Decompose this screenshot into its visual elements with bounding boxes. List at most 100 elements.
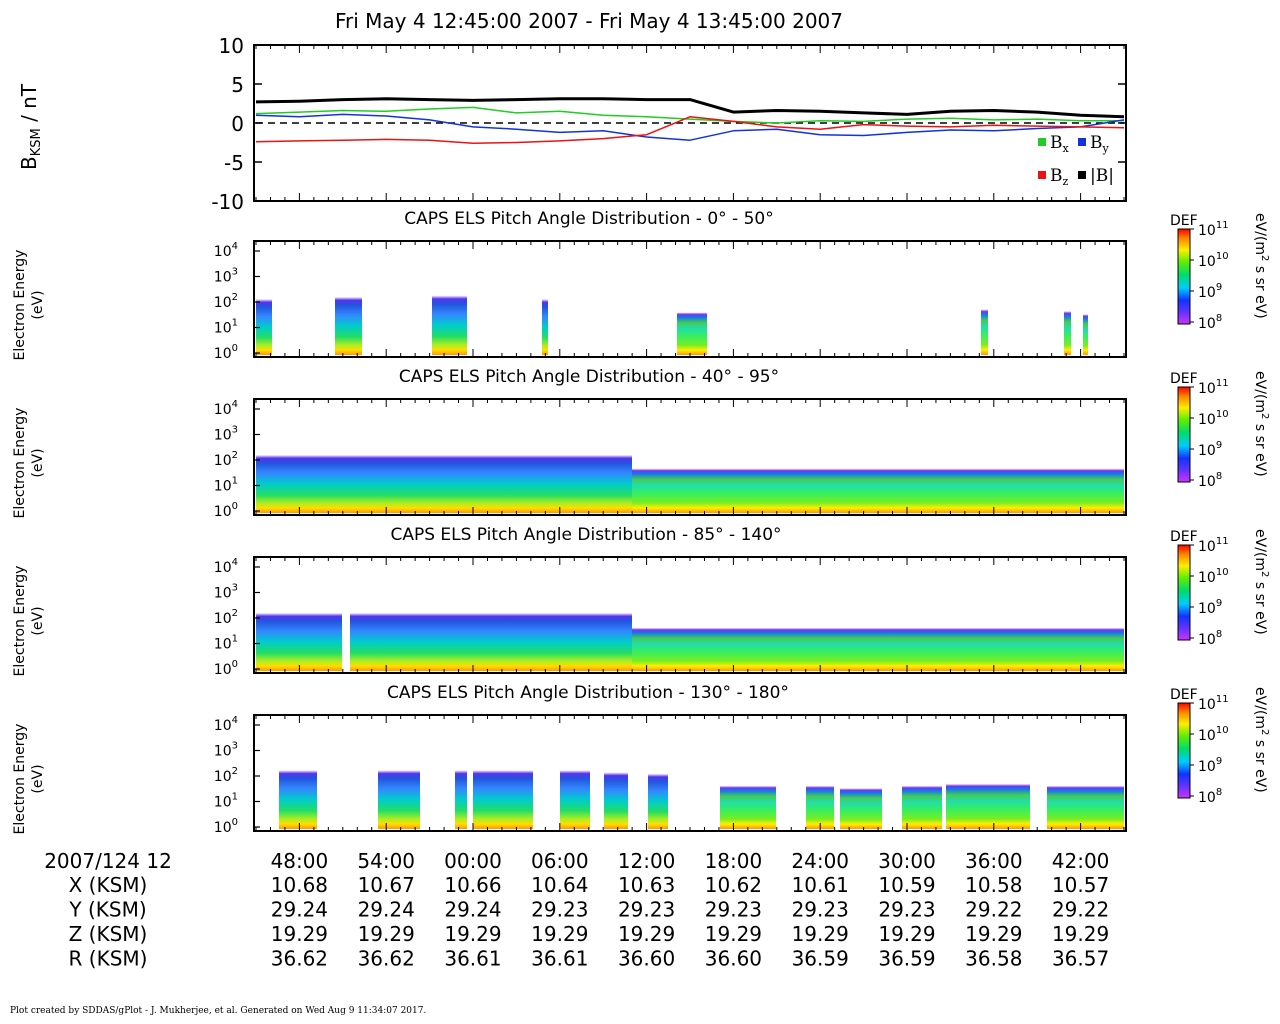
spectrogram-data-4 (279, 745, 1124, 829)
mag-legend: Bx By Bz |B| (1038, 133, 1114, 188)
spectrogram-y-label: Electron Energy (12, 566, 28, 677)
spectrogram-panel-2: CAPS ELS Pitch Angle Distribution - 40° … (253, 367, 1127, 516)
ephemeris-row-label: X (KSM) (69, 873, 148, 897)
spectrogram-block (946, 755, 1030, 829)
spectrogram-y-axis-1: 100 101 102 103 104 Electron Energy (eV) (12, 241, 260, 362)
colorbar-tick-label: 1010 (1198, 409, 1229, 428)
colorbar-tick-label: 1011 (1198, 378, 1229, 397)
ephemeris-value: 29.23 (792, 898, 849, 922)
spectrogram-block (256, 588, 342, 671)
spectrogram-y-label: Electron Energy (12, 250, 28, 361)
ephemeris-value: 36.60 (705, 947, 762, 971)
ephemeris-value: 29.23 (531, 898, 588, 922)
legend-bz-swatch (1038, 171, 1046, 179)
ephemeris-value: 36.59 (792, 947, 849, 971)
spectrogram-block (604, 748, 628, 829)
time-tick-label: 36:00 (965, 849, 1023, 873)
spectrogram-y-tick-label: 100 (214, 817, 238, 836)
spectrogram-y-axis-2: 100 101 102 103 104 Electron Energy (eV) (12, 399, 260, 520)
ephemeris-value: 10.61 (792, 873, 849, 897)
spectrogram-y-tick-label: 104 (214, 241, 238, 260)
plot-title: Fri May 4 12:45:00 2007 - Fri May 4 13:4… (335, 9, 843, 33)
spectrogram-panel-1: CAPS ELS Pitch Angle Distribution - 0° -… (253, 209, 1127, 358)
colorbar-tick-label: 109 (1198, 440, 1222, 459)
time-tick-label: 06:00 (531, 849, 589, 873)
spectrogram-y-unit: (eV) (30, 448, 46, 477)
spectrogram-block (256, 275, 272, 355)
spectrogram-title-4: CAPS ELS Pitch Angle Distribution - 130°… (387, 683, 789, 703)
legend-by-label: By (1090, 133, 1110, 155)
colorbar-gradient (1177, 544, 1191, 641)
mag-y-axis-label: BKSM / nT (17, 83, 44, 170)
mag-y-tick-label: 5 (231, 73, 244, 97)
ephemeris-value: 10.62 (705, 873, 762, 897)
spectrogram-block (542, 275, 548, 355)
bx-line (255, 106, 1124, 124)
spectrogram-y-tick-label: 103 (214, 583, 238, 602)
ephemeris-value: 19.29 (792, 922, 849, 946)
spectrogram-y-tick-label: 104 (214, 399, 238, 418)
spectrogram-panel-4: CAPS ELS Pitch Angle Distribution - 130°… (253, 683, 1127, 832)
ephemeris-row-label: R (KSM) (69, 947, 148, 971)
colorbar-gradient (1177, 702, 1191, 799)
ephemeris-value: 19.29 (444, 922, 501, 946)
bmag-line (255, 97, 1125, 119)
spectrogram-block (632, 440, 1124, 513)
ephemeris-value: 10.67 (358, 873, 415, 897)
spectrogram-block (256, 430, 632, 513)
time-tick-label: 00:00 (444, 849, 502, 873)
bz-line (255, 116, 1125, 145)
footer-credit: Plot created by SDDAS/gPlot - J. Mukherj… (10, 1006, 427, 1016)
time-tick-label: 12:00 (618, 849, 676, 873)
spectrogram-block (1047, 758, 1124, 829)
mag-y-tick-label: -5 (224, 151, 244, 175)
spectrogram-data-3 (256, 588, 1124, 671)
ephemeris-table: 2007/124 12X (KSM)Y (KSM)Z (KSM)R (KSM) 4… (44, 849, 1109, 971)
colorbar-gradient (1177, 228, 1191, 325)
ephemeris-value: 19.29 (705, 922, 762, 946)
ephemeris-value: 29.23 (618, 898, 675, 922)
legend-bx-swatch (1038, 138, 1046, 146)
spectrogram-block (806, 758, 834, 829)
colorbar-unit-label: eV/(m2 s sr eV) (1252, 213, 1270, 319)
mag-panel: 10 5 0 -5 -10 BKSM / nT Bx By Bz |B| (17, 34, 1127, 214)
spectrogram-y-unit: (eV) (30, 606, 46, 635)
ephemeris-value: 19.29 (965, 922, 1022, 946)
mag-y-tick-label: -10 (211, 190, 244, 214)
time-axis (255, 45, 1125, 831)
colorbar-unit-label: eV/(m2 s sr eV) (1252, 687, 1270, 793)
spectrogram-panels: CAPS ELS Pitch Angle Distribution - 0° -… (253, 209, 1127, 832)
ephemeris-value: 10.63 (618, 873, 675, 897)
spectrogram-y-unit: (eV) (30, 764, 46, 793)
spectrogram-block (902, 758, 942, 829)
spectrogram-data-1 (256, 270, 1088, 355)
spectrogram-block (677, 285, 707, 355)
spectrogram-block (335, 272, 362, 355)
spectrogram-block (378, 745, 420, 829)
colorbar-tick-label: 1011 (1198, 220, 1229, 239)
colorbar-unit-label: eV/(m2 s sr eV) (1252, 529, 1270, 635)
mag-y-tick-label: 0 (231, 112, 244, 136)
spectrogram-y-tick-label: 103 (214, 425, 238, 444)
ephemeris-value: 29.22 (965, 898, 1022, 922)
spectrogram-y-tick-label: 102 (214, 292, 238, 311)
spectrogram-title-2: CAPS ELS Pitch Angle Distribution - 40° … (399, 367, 779, 387)
time-tick-label: 54:00 (357, 849, 415, 873)
mag-series-lines (255, 97, 1125, 145)
colorbar-tick-label: 1010 (1198, 567, 1229, 586)
spectrogram-block (560, 745, 590, 829)
colorbar-gradient (1177, 386, 1191, 483)
spectrogram-block (840, 762, 882, 829)
time-tick-label: 30:00 (878, 849, 936, 873)
legend-by-swatch (1078, 138, 1086, 146)
spectrogram-y-tick-label: 104 (214, 557, 238, 576)
time-tick-label: 48:00 (271, 849, 329, 873)
ephemeris-value: 29.23 (878, 898, 935, 922)
legend-bx-label: Bx (1050, 133, 1070, 155)
spectrogram-block (648, 750, 668, 829)
